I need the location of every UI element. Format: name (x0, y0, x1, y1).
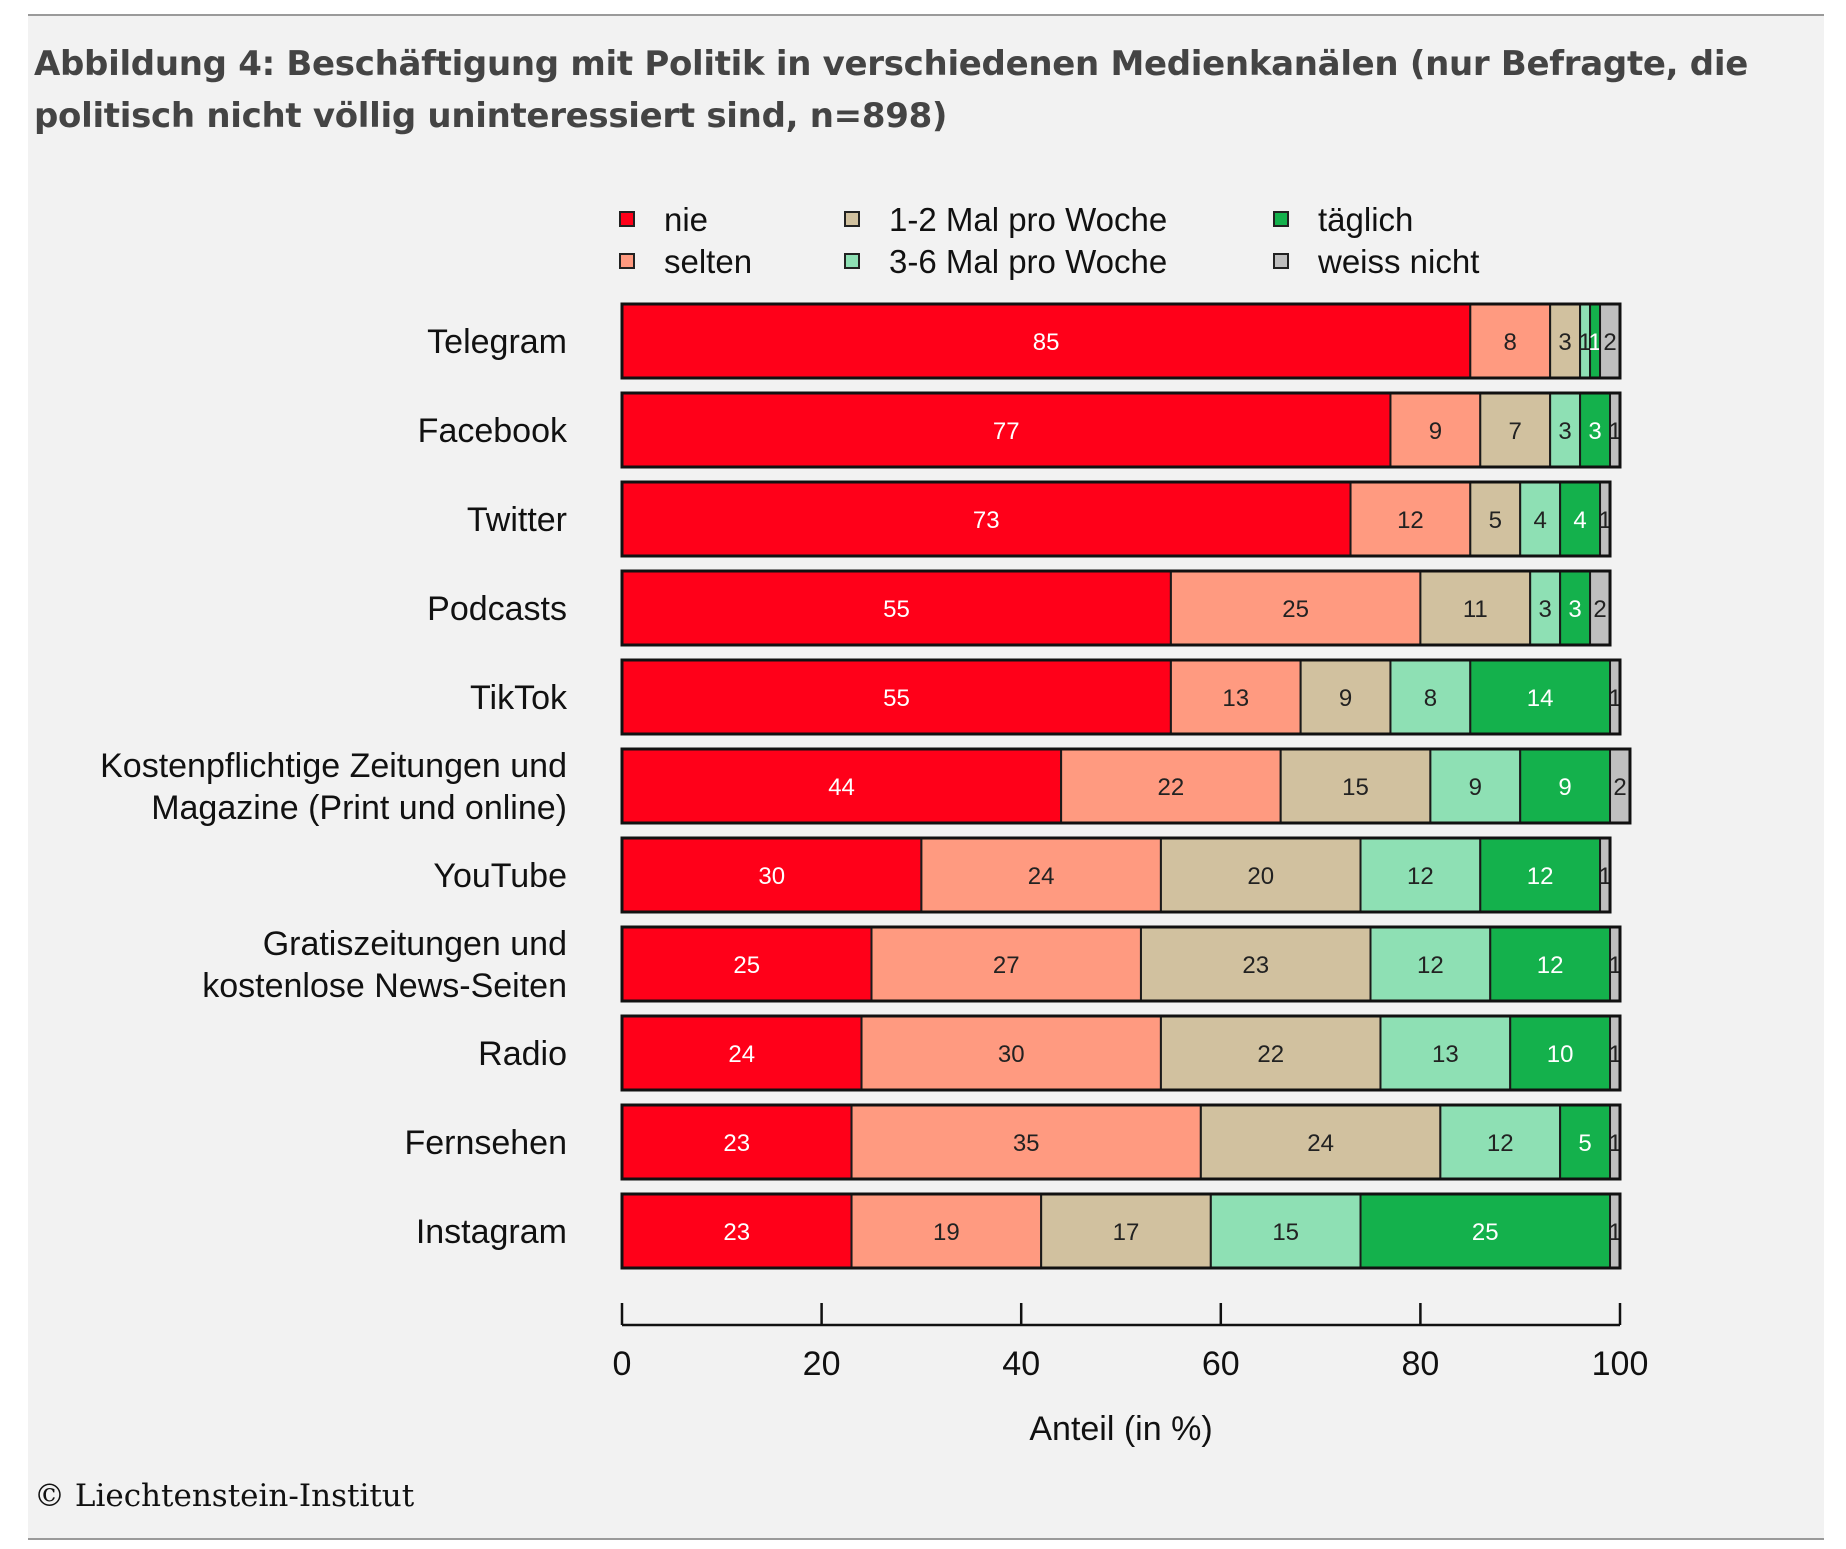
data-label-radio-1-2-mal-pro-woche: 22 (1257, 1041, 1284, 1068)
data-label-youtube-3-6-mal-pro-woche: 12 (1407, 863, 1434, 890)
data-label-kostenpflichtige-zeitungen-und-3-6-mal-pro-woche: 9 (1469, 774, 1482, 801)
category-label-kostenpflichtige-zeitungen-und-line-1: Kostenpflichtige Zeitungen und (100, 747, 567, 785)
data-label-tiktok-täglich: 14 (1527, 685, 1554, 712)
category-label-telegram: Telegram (427, 323, 567, 361)
data-label-fernsehen-3-6-mal-pro-woche: 12 (1487, 1130, 1514, 1157)
category-label-tiktok: TikTok (470, 679, 568, 717)
x-axis-title: Anteil (in %) (1029, 1410, 1212, 1448)
legend-swatch-weiss-nicht (1274, 254, 1288, 268)
data-label-facebook-1-2-mal-pro-woche: 7 (1509, 418, 1522, 445)
data-label-instagram-nie: 23 (723, 1219, 750, 1246)
data-label-radio-nie: 24 (728, 1041, 755, 1068)
x-tick-label-20: 20 (803, 1345, 841, 1383)
legend-swatch-selten (620, 254, 634, 268)
data-label-instagram-täglich: 25 (1472, 1219, 1499, 1246)
data-label-kostenpflichtige-zeitungen-und-täglich: 9 (1558, 774, 1571, 801)
data-label-fernsehen-selten: 35 (1013, 1130, 1040, 1157)
category-label-gratiszeitungen-und-line-1: Gratiszeitungen und (263, 925, 567, 963)
data-label-kostenpflichtige-zeitungen-und-selten: 22 (1158, 774, 1185, 801)
data-label-podcasts-nie: 55 (883, 596, 910, 623)
legend-label-1-2-mal-pro-woche: 1-2 Mal pro Woche (889, 201, 1167, 238)
stacked-bar-chart: nie selten 1-2 Mal pro Woche 3-6 Mal pro Wo… (0, 0, 1846, 1549)
data-label-radio-täglich: 10 (1547, 1041, 1574, 1068)
data-label-facebook-selten: 9 (1429, 418, 1442, 445)
legend-label-weiss-nicht: weiss nicht (1317, 243, 1479, 280)
data-label-podcasts-3-6-mal-pro-woche: 3 (1538, 596, 1551, 623)
data-label-podcasts-1-2-mal-pro-woche: 11 (1463, 596, 1488, 623)
data-label-gratiszeitungen-und-täglich: 12 (1537, 952, 1564, 979)
category-label-radio: Radio (478, 1035, 567, 1073)
category-label-podcasts: Podcasts (427, 590, 567, 628)
data-label-fernsehen-täglich: 5 (1578, 1130, 1591, 1157)
data-label-tiktok-nie: 55 (883, 685, 910, 712)
legend-swatch-täglich (1274, 212, 1288, 226)
data-label-twitter-1-2-mal-pro-woche: 5 (1489, 507, 1502, 534)
data-label-radio-selten: 30 (998, 1041, 1025, 1068)
category-label-instagram: Instagram (416, 1213, 567, 1251)
x-tick-label-100: 100 (1592, 1345, 1649, 1383)
data-label-telegram-selten: 8 (1504, 329, 1517, 356)
data-label-tiktok-selten: 13 (1222, 685, 1249, 712)
data-label-telegram-nie: 85 (1033, 329, 1060, 356)
x-tick-label-40: 40 (1002, 1345, 1040, 1383)
category-label-twitter: Twitter (467, 501, 567, 539)
data-label-youtube-selten: 24 (1028, 863, 1055, 890)
x-tick-label-0: 0 (613, 1345, 632, 1383)
data-label-kostenpflichtige-zeitungen-und-nie: 44 (828, 774, 855, 801)
data-label-twitter-3-6-mal-pro-woche: 4 (1533, 507, 1546, 534)
data-label-podcasts-täglich: 3 (1568, 596, 1581, 623)
data-label-kostenpflichtige-zeitungen-und-1-2-mal-pro-woche: 15 (1342, 774, 1369, 801)
category-label-youtube: YouTube (433, 857, 567, 895)
data-label-telegram-weiss-nicht: 2 (1603, 329, 1616, 356)
data-label-tiktok-1-2-mal-pro-woche: 9 (1339, 685, 1352, 712)
data-label-youtube-nie: 30 (758, 863, 785, 890)
data-label-facebook-täglich: 3 (1588, 418, 1601, 445)
x-tick-label-60: 60 (1202, 1345, 1240, 1383)
category-label-kostenpflichtige-zeitungen-und-line-2: Magazine (Print und online) (151, 789, 567, 827)
data-label-gratiszeitungen-und-1-2-mal-pro-woche: 23 (1242, 952, 1269, 979)
data-label-twitter-nie: 73 (973, 507, 1000, 534)
x-tick-label-80: 80 (1401, 1345, 1439, 1383)
legend-swatch-3-6-mal-pro-woche (845, 254, 859, 268)
data-label-twitter-täglich: 4 (1573, 507, 1586, 534)
data-label-kostenpflichtige-zeitungen-und-weiss-nicht: 2 (1613, 774, 1626, 801)
legend-label-täglich: täglich (1318, 201, 1413, 238)
data-label-podcasts-selten: 25 (1282, 596, 1309, 623)
category-label-fernsehen: Fernsehen (404, 1124, 567, 1162)
data-label-youtube-1-2-mal-pro-woche: 20 (1247, 863, 1274, 890)
data-label-fernsehen-nie: 23 (723, 1130, 750, 1157)
data-label-instagram-1-2-mal-pro-woche: 17 (1113, 1219, 1140, 1246)
data-label-facebook-nie: 77 (993, 418, 1020, 445)
data-label-radio-3-6-mal-pro-woche: 13 (1432, 1041, 1459, 1068)
data-label-gratiszeitungen-und-selten: 27 (993, 952, 1020, 979)
data-label-instagram-selten: 19 (933, 1219, 960, 1246)
data-label-youtube-täglich: 12 (1527, 863, 1554, 890)
data-label-facebook-3-6-mal-pro-woche: 3 (1558, 418, 1571, 445)
legend-label-selten: selten (664, 243, 752, 280)
legend-swatch-1-2-mal-pro-woche (845, 212, 859, 226)
legend-label-3-6-mal-pro-woche: 3-6 Mal pro Woche (889, 243, 1167, 280)
data-label-fernsehen-1-2-mal-pro-woche: 24 (1307, 1130, 1334, 1157)
data-label-gratiszeitungen-und-3-6-mal-pro-woche: 12 (1417, 952, 1444, 979)
data-label-gratiszeitungen-und-nie: 25 (733, 952, 760, 979)
data-label-tiktok-3-6-mal-pro-woche: 8 (1424, 685, 1437, 712)
data-label-instagram-3-6-mal-pro-woche: 15 (1272, 1219, 1299, 1246)
legend-swatch-nie (620, 212, 634, 226)
data-label-podcasts-weiss-nicht: 2 (1593, 596, 1606, 623)
legend-label-nie: nie (664, 201, 708, 238)
data-label-twitter-selten: 12 (1397, 507, 1424, 534)
data-label-telegram-1-2-mal-pro-woche: 3 (1558, 329, 1571, 356)
category-label-gratiszeitungen-und-line-2: kostenlose News-Seiten (202, 967, 567, 1005)
category-label-facebook: Facebook (418, 412, 568, 450)
